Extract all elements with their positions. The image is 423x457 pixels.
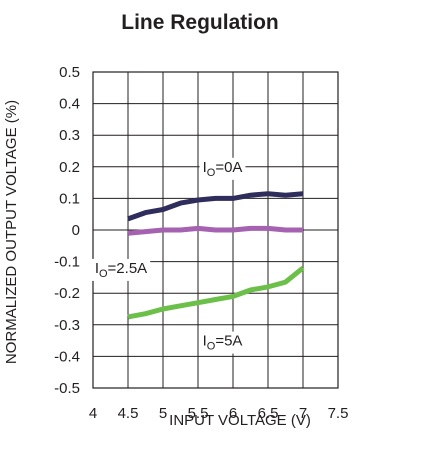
y-tick-label: 0.3 bbox=[59, 127, 80, 144]
series-labels: IO=0A IO=2.5A IO=5A bbox=[95, 159, 243, 353]
x-tick-label: 4 bbox=[89, 405, 97, 422]
y-tick-label: -0.2 bbox=[54, 285, 80, 302]
x-tick-label: 6 bbox=[229, 405, 237, 422]
series-line bbox=[127, 225, 303, 236]
y-axis-label: NORMALIZED OUTPUT VOLTAGE (%) bbox=[3, 100, 20, 364]
y-tick-label: 0.1 bbox=[59, 190, 80, 207]
series-label: IO=5A bbox=[203, 333, 243, 353]
series-label: IO=0A bbox=[203, 159, 243, 179]
series-label-background bbox=[91, 258, 151, 281]
y-tick-label: 0.2 bbox=[59, 159, 80, 176]
x-tick-label: 6.5 bbox=[258, 405, 279, 422]
y-tick-label: -0.5 bbox=[54, 380, 80, 397]
y-tick-label: -0.4 bbox=[54, 348, 80, 365]
series-label-background bbox=[199, 331, 246, 354]
series-label-background bbox=[199, 157, 246, 180]
series-label: IO=2.5A bbox=[95, 260, 147, 280]
series-lines bbox=[127, 191, 305, 320]
series-line bbox=[127, 265, 305, 320]
y-tick-label: -0.3 bbox=[54, 317, 80, 334]
series-line bbox=[127, 191, 304, 222]
plot-frame bbox=[92, 71, 339, 389]
tick-labels: 4 4.5 5 5.5 6 6.5 7 7.5 0.5 0.4 0.3 0.2 0.1 0 -0.1 -0.2… bbox=[54, 64, 348, 422]
x-tick-label: 5.5 bbox=[188, 405, 209, 422]
y-tick-label: 0.5 bbox=[59, 64, 80, 81]
x-tick-label: 7.5 bbox=[328, 405, 349, 422]
x-tick-label: 4.5 bbox=[118, 405, 139, 422]
x-tick-label: 5 bbox=[159, 405, 167, 422]
y-tick-label: -0.1 bbox=[54, 254, 80, 271]
chart-title: Line Regulation bbox=[121, 11, 279, 34]
series-label-backgrounds bbox=[91, 157, 246, 354]
x-axis-label: INPUT VOLTAGE (V) bbox=[169, 412, 311, 429]
x-tick-label: 7 bbox=[299, 405, 307, 422]
y-tick-label: 0 bbox=[72, 222, 80, 239]
y-tick-label: 0.4 bbox=[59, 96, 80, 113]
